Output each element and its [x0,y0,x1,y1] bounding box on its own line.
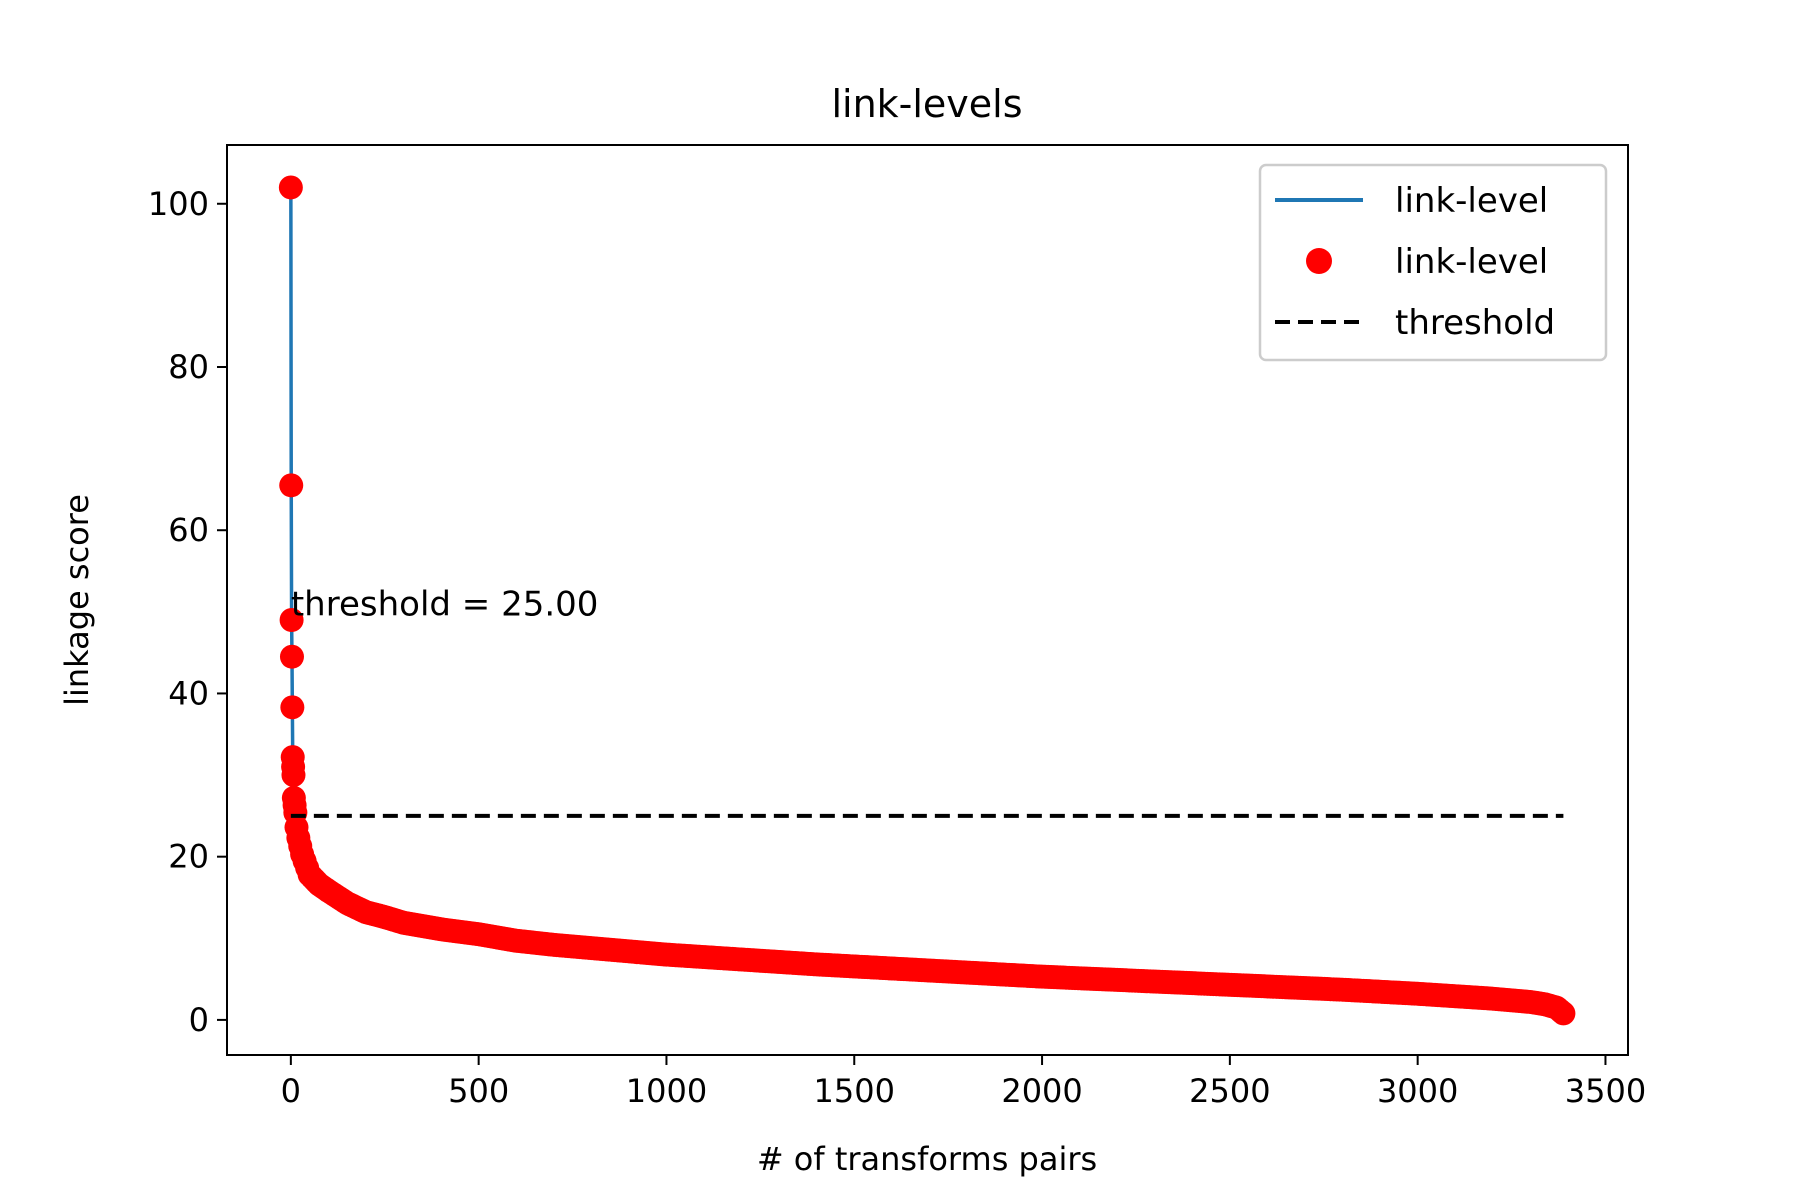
legend-label: link-level [1395,181,1548,221]
y-axis-label: linkage score [58,494,96,706]
legend-marker-swatch [1306,248,1332,274]
x-tick-label: 0 [281,1072,301,1110]
x-tick-label: 3500 [1565,1072,1646,1110]
x-tick-label: 1000 [626,1072,707,1110]
legend-box [1258,163,1608,362]
x-tick-label: 1500 [814,1072,895,1110]
data-point [280,695,305,720]
chart-title: link-levels [831,82,1022,126]
x-axis-label: # of transforms pairs [757,1140,1097,1178]
data-point [279,473,304,498]
data-point [1551,1001,1576,1026]
legend-label: threshold [1395,303,1555,343]
x-tick-label: 2500 [1189,1072,1270,1110]
data-point [279,644,304,669]
plot-area [278,175,1576,1026]
data-point [279,608,304,632]
y-tick-label: 20 [168,838,209,876]
plot-frame [226,144,1629,1056]
data-point [278,175,303,200]
y-tick-label: 60 [168,511,209,549]
series-markers-link-level [278,175,1576,1026]
y-tick-label: 40 [168,674,209,712]
y-tick-label: 100 [148,185,209,223]
x-tick-label: 500 [448,1072,509,1110]
axes: 0 500 1000 1500 2000 2500 3000 3500 0 20 40 60 80 100 [148,144,1646,1110]
x-tick-label: 2000 [1001,1072,1082,1110]
y-tick-label: 80 [168,348,209,386]
x-tick-label: 3000 [1377,1072,1458,1110]
legend: link-level link-level threshold [1258,163,1608,362]
threshold-annotation: threshold = 25.00 [291,585,599,625]
data-point [281,763,306,788]
legend-label: link-level [1395,242,1548,282]
y-tick-label: 0 [189,1001,209,1039]
